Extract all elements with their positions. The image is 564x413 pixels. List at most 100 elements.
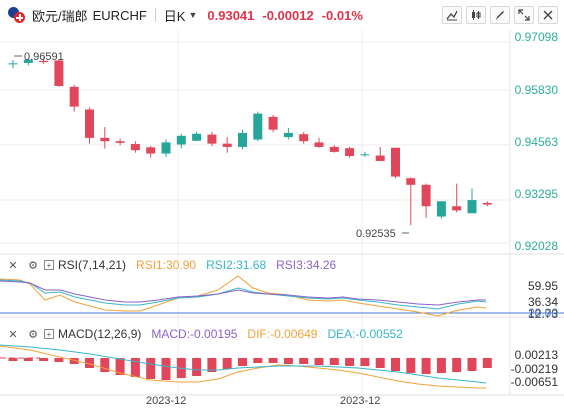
macd-bar [268, 358, 278, 363]
macd-bar [406, 358, 416, 373]
macd-tick: -0.00651 [510, 375, 558, 389]
rsi-tick: 36.34 [527, 295, 558, 309]
expand-square-icon[interactable]: + [44, 329, 54, 339]
macd-bar [238, 358, 247, 366]
price-tick: 0.95830 [514, 82, 558, 97]
macd-bar [345, 358, 355, 366]
macd-bar [283, 358, 293, 364]
price-change: -0.00012 [262, 7, 314, 23]
macd-bar [253, 358, 263, 363]
expand-icon[interactable] [514, 6, 534, 24]
macd-bar [85, 358, 94, 368]
rsi-title: RSI(7,14,21) [58, 258, 127, 272]
macd-histogram [0, 357, 492, 380]
close-icon[interactable] [538, 6, 558, 24]
settings-icon[interactable]: ⚙ [28, 259, 38, 272]
expand-square-icon[interactable]: + [44, 260, 54, 270]
price-chart[interactable]: 0.96591 0.92535 [0, 30, 564, 413]
macd-bar [54, 358, 64, 362]
macd-bar [299, 358, 309, 364]
price-tick: 0.93295 [514, 187, 558, 202]
candle-body [482, 202, 492, 205]
rsi1-line [0, 275, 487, 317]
macd-bar [207, 358, 217, 372]
macd-tick: -0.00219 [510, 362, 558, 376]
price-tick: 0.94563 [514, 134, 558, 149]
candle-body [253, 113, 263, 140]
dea-line [0, 344, 487, 384]
candle-body [100, 137, 110, 142]
macd-bar [360, 358, 370, 366]
macd-bar [146, 358, 156, 379]
toolbar [442, 6, 558, 24]
pair-code: EURCHF [92, 7, 147, 23]
macd-bar [222, 358, 232, 369]
price-tick: 0.92028 [514, 239, 558, 254]
candle-body [85, 109, 94, 138]
macd-bar [467, 358, 477, 371]
macd-bar [436, 358, 446, 373]
rsi2-line [0, 279, 487, 310]
rsi3-line [0, 280, 486, 306]
macd-value: MACD:-0.00195 [151, 327, 238, 341]
macd-header: ✕ ⚙ + MACD(12,26,9) MACD:-0.00195 DIF:-0… [0, 325, 403, 343]
currency-flag-icon [8, 7, 25, 23]
chart-header: 欧元/瑞郎 EURCHF 日K ▼ 0.93041 -0.00012 -0.01% [0, 0, 564, 30]
candle-body [452, 206, 462, 211]
candle-body [421, 184, 431, 207]
macd-tick: 0.00213 [514, 348, 558, 362]
indicator-icon[interactable] [466, 6, 486, 24]
dea-value: DEA:-0.00552 [327, 327, 403, 341]
macd-bar [130, 358, 140, 377]
candles [8, 57, 492, 226]
candle-body [375, 155, 385, 161]
candle-body [23, 59, 33, 63]
brush-icon[interactable] [490, 6, 510, 24]
x-axis-label: 2023-12 [340, 395, 381, 407]
price-change-pct: -0.01% [321, 7, 363, 23]
candle-body [69, 86, 79, 107]
period-label: 日K [163, 8, 186, 24]
rsi1-value: RSI1:30.90 [136, 258, 197, 272]
macd-bar [375, 358, 385, 368]
macd-bar [100, 358, 110, 372]
candle-body [314, 142, 324, 147]
macd-title: MACD(12,26,9) [58, 327, 142, 341]
candle-body [146, 147, 156, 154]
low-annotation: 0.92535 [356, 228, 396, 240]
macd-bar [329, 358, 339, 365]
x-axis-label: 2023-12 [146, 395, 187, 407]
candle-body [436, 201, 446, 217]
price-tick: 0.97098 [514, 30, 558, 45]
macd-bar [421, 358, 431, 374]
candle-body [54, 60, 64, 86]
candle-body [360, 154, 370, 156]
candle-body [329, 146, 339, 152]
dif-value: DIF:-0.00649 [247, 327, 318, 341]
draw-line-icon[interactable] [442, 6, 462, 24]
candle-body [345, 148, 355, 156]
macd-bar [192, 358, 202, 376]
rsi-tick: 59.95 [527, 279, 558, 293]
macd-bar [391, 358, 400, 371]
rsi3-value: RSI3:34.26 [276, 258, 337, 272]
candle-body [391, 147, 400, 177]
dif-line [0, 345, 486, 389]
period-selector[interactable]: 日K ▼ [164, 6, 198, 25]
macd-bar [482, 358, 492, 368]
last-price: 0.93041 [207, 7, 255, 23]
macd-bar [39, 358, 49, 361]
close-icon[interactable]: ✕ [8, 259, 18, 272]
rsi-panel [0, 275, 564, 317]
candle-body [130, 144, 140, 151]
candle-body [299, 134, 309, 142]
settings-icon[interactable]: ⚙ [28, 328, 38, 341]
candle-body [161, 142, 171, 154]
macd-bar [314, 358, 324, 365]
close-icon[interactable]: ✕ [8, 328, 18, 341]
rsi-tick: 20.00 [527, 306, 558, 320]
macd-bar [69, 358, 79, 364]
rsi-header: ✕ ⚙ + RSI(7,14,21) RSI1:30.90 RSI2:31.68… [0, 256, 336, 274]
candle-body [192, 133, 202, 141]
candle-body [406, 178, 416, 185]
